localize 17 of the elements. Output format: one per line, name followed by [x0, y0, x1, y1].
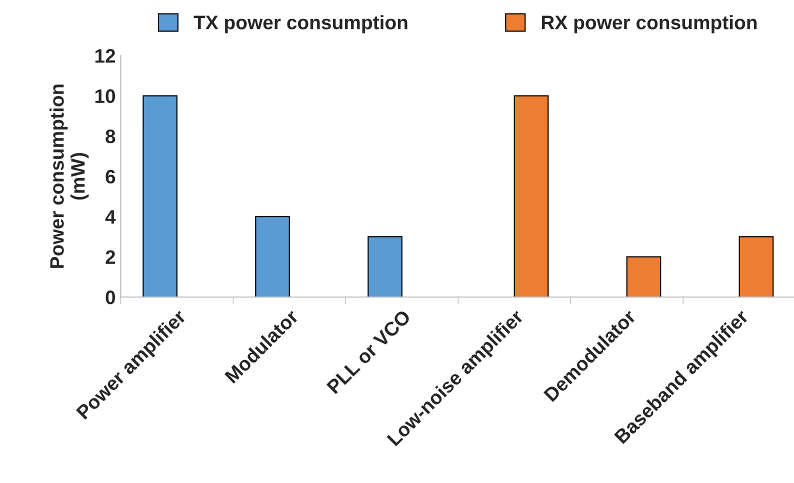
bar	[142, 95, 178, 298]
y-tick-label: 0	[106, 290, 116, 304]
x-tick-label: PLL or VCO	[326, 309, 412, 394]
bar	[738, 236, 774, 298]
y-tick-label: 10	[95, 89, 116, 104]
y-tick-label: 4	[105, 210, 116, 224]
y-axis-title: Power consumption (mW)	[50, 84, 89, 268]
legend-label: RX power consumption	[542, 15, 757, 34]
legend-label: TX power consumption	[194, 15, 408, 34]
y-tick-label: 6	[106, 170, 116, 184]
bar	[514, 95, 549, 298]
bar	[626, 256, 662, 298]
bar	[368, 236, 402, 298]
bar	[255, 216, 290, 298]
y-tick-label: 12	[95, 49, 116, 63]
y-tick-label: 2	[106, 250, 116, 264]
y-tick-label: 8	[106, 130, 116, 144]
